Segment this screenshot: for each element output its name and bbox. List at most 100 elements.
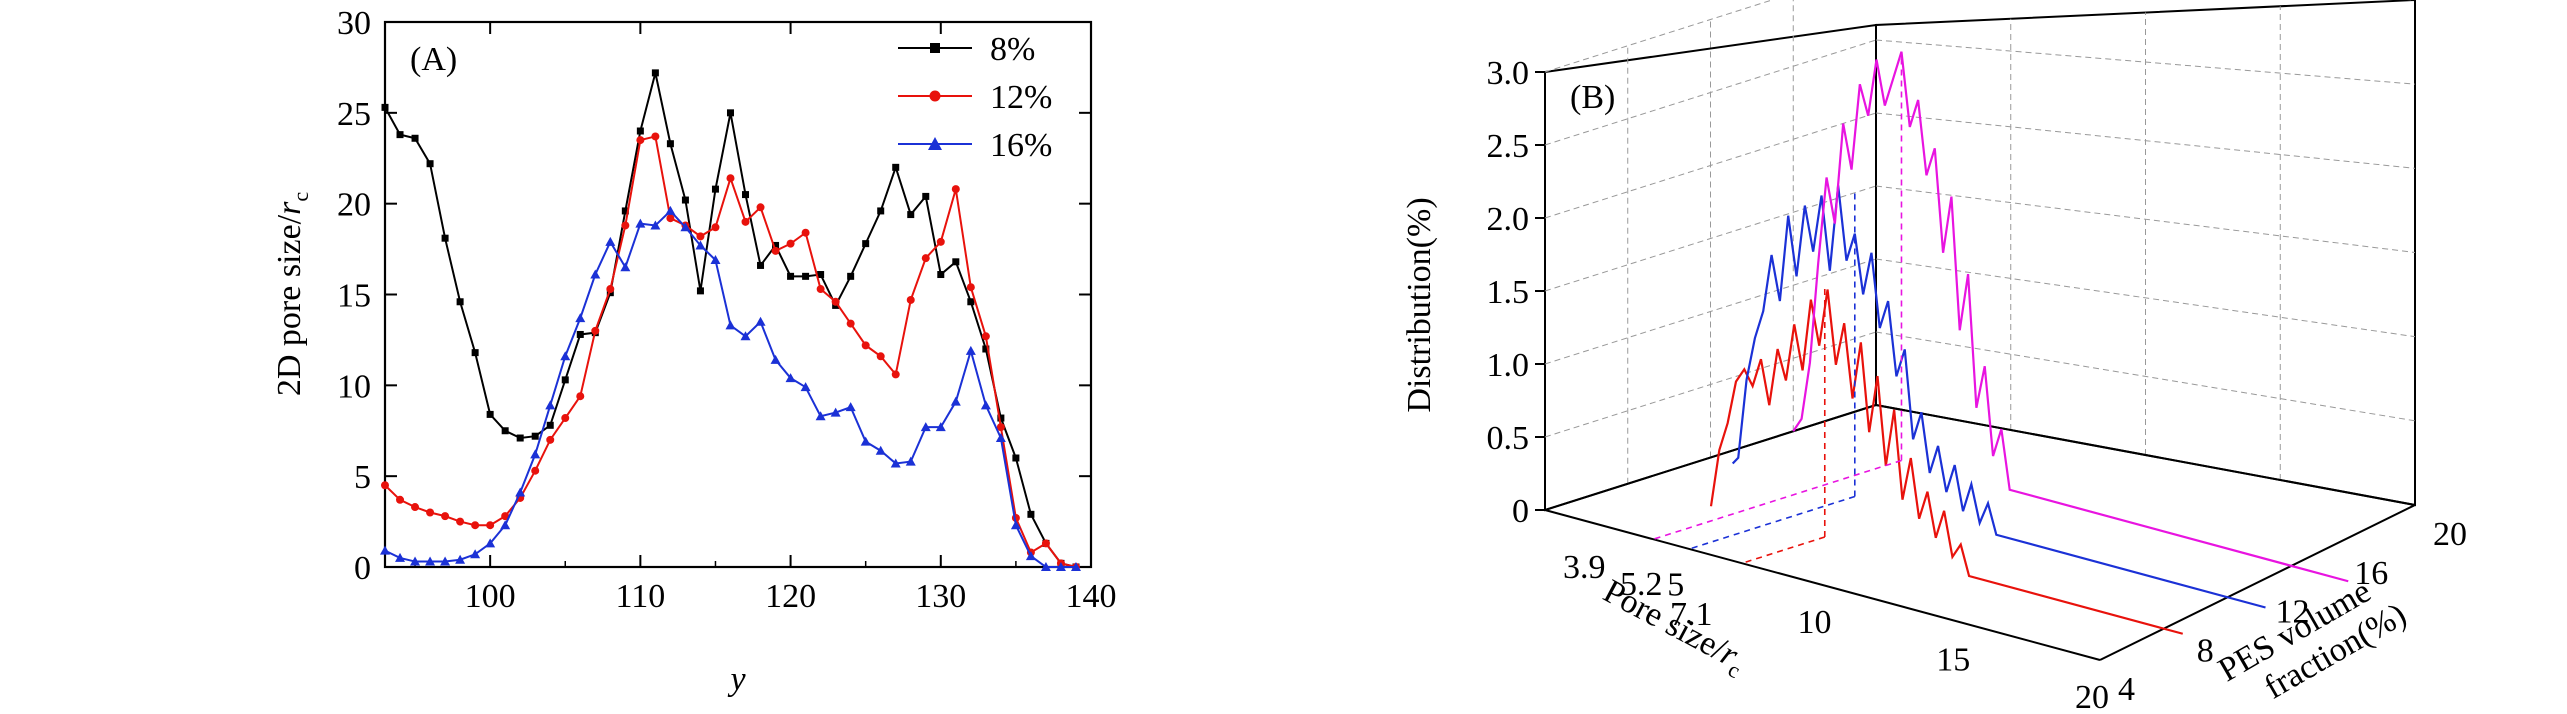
data-point [470, 549, 481, 559]
data-point [845, 402, 856, 412]
series-line-16% [384, 209, 1076, 568]
data-point [997, 414, 1005, 422]
panel-a-y-label-sub: c [288, 192, 313, 202]
data-point [635, 218, 646, 228]
data-point [952, 258, 960, 266]
data-point [936, 237, 945, 246]
data-point [396, 495, 405, 504]
data-point [411, 503, 420, 512]
data-point [531, 432, 539, 440]
z-tick-label: 0 [1512, 493, 1529, 530]
data-point [620, 262, 631, 272]
data-point [755, 316, 766, 326]
data-point [965, 345, 976, 355]
panel-b-series [1652, 51, 2349, 635]
data-point [1025, 551, 1036, 561]
data-point [410, 556, 421, 566]
grid-line [1544, 0, 1774, 73]
data-point [966, 283, 975, 292]
series-line-8% [384, 72, 1077, 568]
data-point [696, 232, 705, 241]
data-point [485, 538, 496, 548]
series-line-depth-8 [1709, 289, 2184, 635]
depth-tick-label: 16 [2354, 555, 2388, 592]
data-point [591, 326, 600, 335]
data-point [740, 331, 751, 341]
panel-a-y-axis-label-text: 2D pore size/rc [271, 192, 313, 397]
data-point [545, 400, 556, 410]
data-point [621, 221, 630, 230]
grid-line [1875, 258, 2416, 338]
data-point [711, 185, 719, 193]
data-point [681, 196, 689, 204]
data-point [560, 351, 571, 361]
data-point [847, 272, 855, 280]
data-point [395, 552, 406, 562]
data-point [455, 554, 466, 564]
data-point [981, 332, 990, 341]
depth-tick-label: 20 [2433, 516, 2467, 553]
data-point [456, 517, 465, 526]
data-point [937, 271, 945, 279]
data-point [590, 269, 601, 279]
data-point [905, 456, 916, 466]
panel-b-floor [1544, 404, 2416, 661]
panel-a-y-axis-label: 2D pore size/rc [271, 192, 313, 397]
data-point [1010, 520, 1021, 530]
data-point [726, 109, 734, 117]
data-point [471, 349, 479, 357]
data-point [440, 556, 451, 566]
data-point [425, 556, 436, 566]
data-point [890, 458, 901, 468]
x-tick-label: 5 [1667, 567, 1684, 604]
data-point [680, 222, 691, 232]
depth-tick-label: 8 [2197, 632, 2214, 669]
data-point [546, 421, 554, 429]
z-tick-label: 2.5 [1487, 128, 1530, 165]
data-point [906, 295, 915, 304]
legend-marker-12 [929, 90, 941, 102]
x-tick-label: 130 [915, 578, 966, 615]
panel-b-grid: 0 0.5 1.0 1.5 2.0 2.5 3.0 5 10 15 20 4 8 12 16 20 [1487, 0, 2467, 714]
y-tick-label: 10 [337, 368, 371, 405]
data-point [875, 445, 886, 455]
data-point [802, 272, 810, 280]
z-tick-label: 1.5 [1487, 274, 1530, 311]
data-point [876, 352, 885, 361]
data-point [665, 205, 676, 215]
data-point [800, 382, 811, 392]
data-point [531, 466, 540, 475]
data-point [696, 287, 704, 295]
data-point [787, 272, 795, 280]
panel-b-floor-back-edge [1544, 404, 1877, 511]
data-point [456, 298, 464, 306]
data-point [441, 512, 450, 521]
data-point [741, 217, 750, 226]
series-line-depth-12 [1731, 185, 2266, 609]
data-point [1040, 562, 1051, 571]
data-point [846, 319, 855, 328]
data-point [815, 411, 826, 421]
depth-tick-label: 4 [2118, 671, 2135, 708]
data-point [711, 223, 720, 232]
data-point [831, 297, 840, 306]
data-point [891, 370, 900, 379]
legend-label-8: 8% [990, 31, 1035, 68]
x-tick-label: 10 [1798, 604, 1832, 641]
data-point [771, 246, 780, 255]
data-point [922, 192, 930, 200]
data-point [951, 185, 960, 194]
data-point [666, 214, 675, 223]
panel-a-plot-frame [383, 20, 1093, 569]
data-point [725, 320, 736, 330]
data-point [860, 436, 871, 446]
data-point [561, 376, 569, 384]
data-point [995, 433, 1006, 443]
peak-annotation: 3.9 [1563, 549, 1606, 586]
z-tick-label: 3.0 [1487, 55, 1530, 92]
data-point [816, 285, 825, 294]
data-point [501, 427, 509, 435]
data-point [982, 345, 990, 353]
